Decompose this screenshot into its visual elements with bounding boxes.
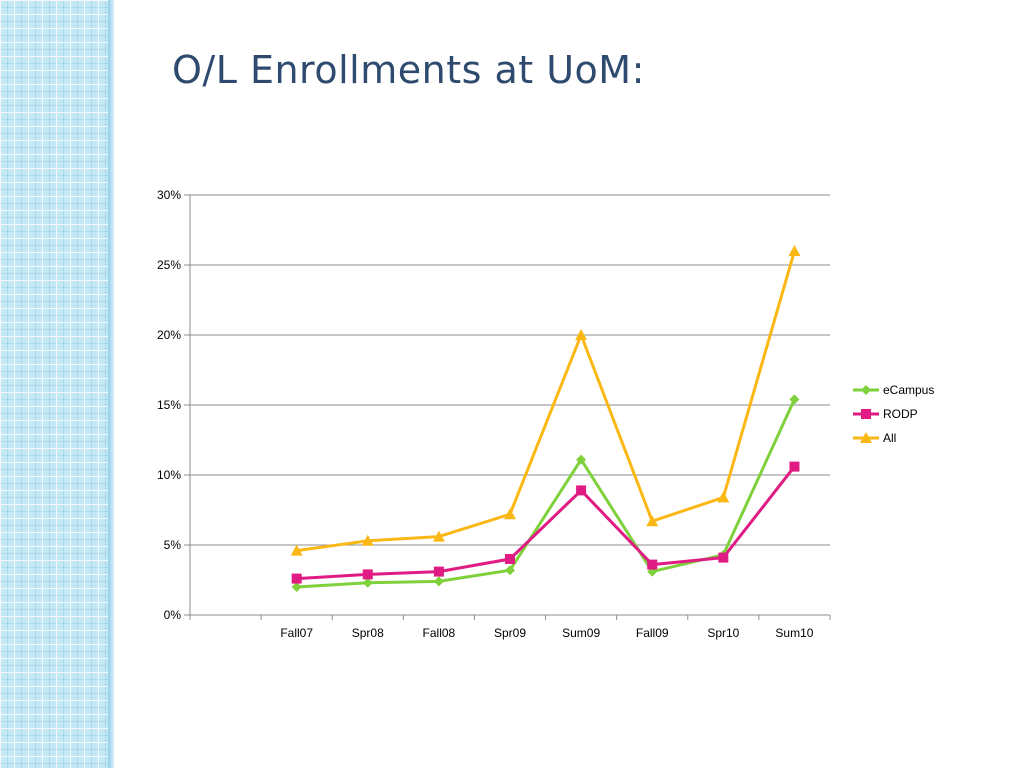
data-point-all	[717, 491, 730, 503]
x-tick-label: Spr08	[352, 626, 384, 640]
series-line-all	[296, 250, 796, 553]
legend-marker-rodp	[861, 409, 871, 419]
data-point-all	[575, 329, 588, 340]
x-tick-label: Fall07	[280, 626, 313, 640]
data-point-rodp	[789, 461, 800, 472]
y-tick-label: 0%	[164, 608, 182, 622]
data-point-ecampus	[505, 565, 515, 576]
slide-title: O/L Enrollments at UoM:	[172, 48, 645, 92]
data-point-all	[788, 245, 801, 256]
data-point-ecampus	[291, 582, 302, 592]
data-point-ecampus	[576, 454, 587, 465]
data-point-rodp	[576, 485, 587, 496]
side-decoration	[0, 0, 112, 768]
data-point-ecampus	[362, 577, 373, 588]
legend-label-rodp: RODP	[883, 407, 918, 421]
data-point-all	[290, 544, 303, 556]
y-tick-label: 5%	[164, 538, 182, 552]
data-point-all	[432, 530, 445, 542]
y-tick-label: 25%	[157, 258, 181, 272]
data-point-ecampus	[789, 394, 800, 405]
y-tick-label: 15%	[157, 398, 181, 412]
x-tick-label: Fall09	[636, 626, 669, 640]
data-point-rodp	[718, 552, 729, 563]
x-tick-label: Spr09	[494, 626, 526, 640]
x-tick-label: Fall08	[423, 626, 456, 640]
x-tick-label: Sum10	[775, 626, 813, 640]
series-line-rodp	[296, 465, 796, 581]
x-tick-label: Sum09	[562, 626, 600, 640]
data-point-all	[646, 515, 659, 527]
legend-label-ecampus: eCampus	[883, 383, 934, 397]
side-decoration-edge	[108, 0, 114, 768]
data-point-ecampus	[433, 576, 444, 587]
y-tick-label: 10%	[157, 468, 181, 482]
y-tick-label: 20%	[157, 328, 181, 342]
data-point-rodp	[362, 569, 373, 580]
data-point-rodp	[291, 573, 302, 584]
legend-marker-ecampus	[861, 385, 871, 395]
data-point-all	[504, 508, 516, 520]
x-tick-label: Spr10	[707, 626, 739, 640]
data-point-rodp	[433, 566, 444, 577]
data-point-rodp	[505, 554, 515, 564]
data-point-rodp	[647, 559, 658, 570]
y-tick-label: 30%	[157, 188, 181, 202]
legend-label-all: All	[883, 431, 896, 445]
data-point-all	[361, 534, 374, 546]
legend-marker-all	[860, 432, 872, 443]
